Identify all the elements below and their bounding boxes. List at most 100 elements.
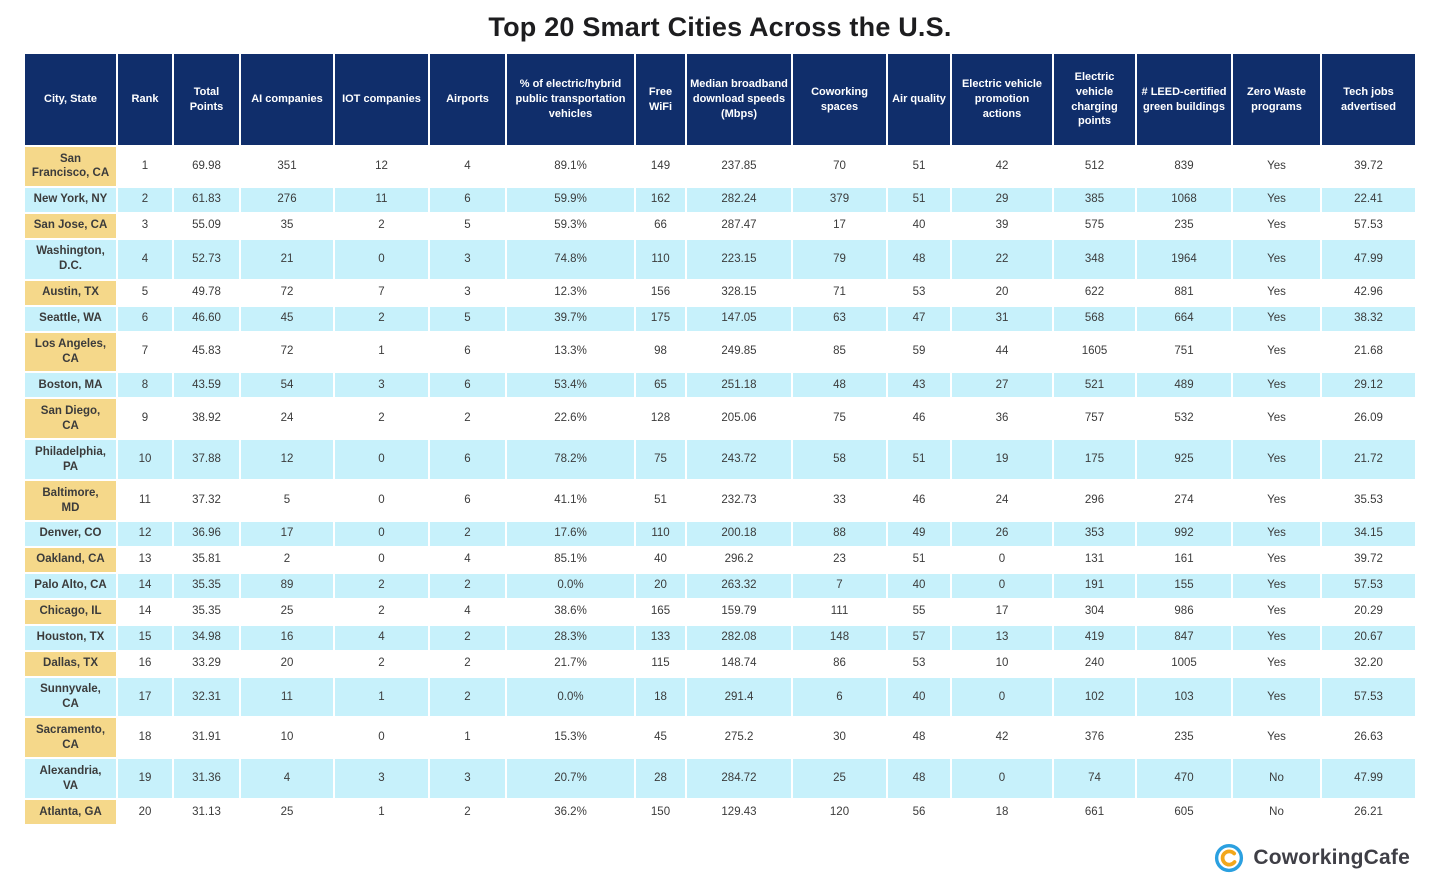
cell-median-broadband: 291.4: [685, 675, 793, 719]
cell-air-quality: 40: [886, 571, 952, 600]
cell-leed-buildings: 235: [1135, 716, 1233, 760]
cell-airports: 2: [428, 649, 507, 678]
cell-leed-buildings: 847: [1135, 623, 1233, 652]
cell-ai-companies: 25: [239, 597, 335, 626]
cell-ev-promotion-actions: 19: [950, 438, 1054, 482]
table-row: New York, NY 2 61.83 276 11 6 59.9% 162 282.24 37…: [23, 185, 1417, 214]
cell-zero-waste: Yes: [1231, 623, 1322, 652]
cell-rank: 10: [116, 438, 174, 482]
cell-tech-jobs: 32.20: [1320, 649, 1417, 678]
cell-air-quality: 53: [886, 278, 952, 307]
cell-free-wifi: 150: [634, 798, 687, 827]
cell-free-wifi: 98: [634, 330, 687, 374]
cell-ai-companies: 5: [239, 479, 335, 522]
cell-ev-charging-points: 568: [1052, 304, 1137, 333]
col-header-ev-promotion-actions: Electric vehicle promotion actions: [950, 52, 1054, 147]
table-row: Houston, TX 15 34.98 16 4 2 28.3% 133 282.08 148 5…: [23, 623, 1417, 652]
cell-iot-companies: 3: [333, 757, 430, 801]
cell-ai-companies: 45: [239, 304, 335, 333]
cell-rank: 1: [116, 145, 174, 188]
cell-iot-companies: 0: [333, 479, 430, 522]
cell-rank: 19: [116, 757, 174, 801]
table-row: Dallas, TX 16 33.29 20 2 2 21.7% 115 148.74 86 53 1…: [23, 649, 1417, 678]
cell-coworking-spaces: 33: [791, 479, 888, 522]
cell-tech-jobs: 47.99: [1320, 757, 1417, 801]
cell-coworking-spaces: 48: [791, 371, 888, 400]
cell-free-wifi: 20: [634, 571, 687, 600]
cell-tech-jobs: 57.53: [1320, 675, 1417, 719]
cell-coworking-spaces: 120: [791, 798, 888, 827]
cell-ai-companies: 16: [239, 623, 335, 652]
table-row: Denver, CO 12 36.96 17 0 2 17.6% 110 200.18 88 49 2…: [23, 519, 1417, 548]
smart-cities-table: City, State Rank Total Points AI companies I…: [23, 52, 1417, 827]
cell-zero-waste: Yes: [1231, 330, 1322, 374]
cell-coworking-spaces: 379: [791, 185, 888, 214]
cell-tech-jobs: 20.67: [1320, 623, 1417, 652]
cell-electric-hybrid-pct: 20.7%: [505, 757, 636, 801]
cell-electric-hybrid-pct: 39.7%: [505, 304, 636, 333]
cell-median-broadband: 237.85: [685, 145, 793, 188]
brand-name: CoworkingCafe: [1253, 846, 1410, 869]
cell-ev-charging-points: 175: [1052, 438, 1137, 482]
city-cell: Washington, D.C.: [23, 237, 118, 281]
cell-airports: 4: [428, 145, 507, 188]
cell-ev-promotion-actions: 39: [950, 211, 1054, 240]
cell-median-broadband: 284.72: [685, 757, 793, 801]
table-row: Baltimore, MD 11 37.32 5 0 6 41.1% 51 232.73 33 46…: [23, 479, 1417, 522]
cell-total-points: 55.09: [172, 211, 241, 240]
infographic-page: Top 20 Smart Cities Across the U.S. City…: [0, 12, 1440, 886]
cell-airports: 2: [428, 798, 507, 827]
cell-median-broadband: 287.47: [685, 211, 793, 240]
cell-ev-charging-points: 385: [1052, 185, 1137, 214]
cell-median-broadband: 129.43: [685, 798, 793, 827]
cell-median-broadband: 282.08: [685, 623, 793, 652]
cell-total-points: 37.32: [172, 479, 241, 522]
cell-zero-waste: Yes: [1231, 545, 1322, 574]
table-row: Philadelphia, PA 10 37.88 12 0 6 78.2% 75 243.72…: [23, 438, 1417, 482]
cell-ai-companies: 4: [239, 757, 335, 801]
cell-median-broadband: 147.05: [685, 304, 793, 333]
cell-ev-charging-points: 661: [1052, 798, 1137, 827]
city-cell: Chicago, IL: [23, 597, 118, 626]
table-row: Chicago, IL 14 35.35 25 2 4 38.6% 165 159.79 111 5…: [23, 597, 1417, 626]
cell-zero-waste: Yes: [1231, 675, 1322, 719]
cell-electric-hybrid-pct: 85.1%: [505, 545, 636, 574]
cell-rank: 4: [116, 237, 174, 281]
cell-rank: 8: [116, 371, 174, 400]
cell-air-quality: 53: [886, 649, 952, 678]
city-cell: Alexandria, VA: [23, 757, 118, 801]
cell-tech-jobs: 22.41: [1320, 185, 1417, 214]
city-cell: New York, NY: [23, 185, 118, 214]
cell-rank: 14: [116, 597, 174, 626]
table-row: Oakland, CA 13 35.81 2 0 4 85.1% 40 296.2 23 51 0 13…: [23, 545, 1417, 574]
cell-air-quality: 49: [886, 519, 952, 548]
cell-air-quality: 47: [886, 304, 952, 333]
cell-electric-hybrid-pct: 53.4%: [505, 371, 636, 400]
cell-free-wifi: 28: [634, 757, 687, 801]
table-row: San Jose, CA 3 55.09 35 2 5 59.3% 66 287.47 17 40 3…: [23, 211, 1417, 240]
cell-ev-charging-points: 575: [1052, 211, 1137, 240]
cell-ev-promotion-actions: 17: [950, 597, 1054, 626]
cell-rank: 18: [116, 716, 174, 760]
col-header-electric-hybrid-pct: % of electric/hybrid public transportati…: [505, 52, 636, 147]
cell-rank: 9: [116, 397, 174, 441]
cell-electric-hybrid-pct: 13.3%: [505, 330, 636, 374]
cell-iot-companies: 1: [333, 330, 430, 374]
cell-median-broadband: 251.18: [685, 371, 793, 400]
cell-median-broadband: 232.73: [685, 479, 793, 522]
cell-electric-hybrid-pct: 28.3%: [505, 623, 636, 652]
cell-ev-promotion-actions: 20: [950, 278, 1054, 307]
cell-electric-hybrid-pct: 21.7%: [505, 649, 636, 678]
brand-footer[interactable]: CoworkingCafe: [1214, 843, 1410, 873]
cell-median-broadband: 263.32: [685, 571, 793, 600]
city-cell: Houston, TX: [23, 623, 118, 652]
cell-total-points: 46.60: [172, 304, 241, 333]
cell-total-points: 61.83: [172, 185, 241, 214]
cell-rank: 16: [116, 649, 174, 678]
cell-iot-companies: 0: [333, 716, 430, 760]
cell-airports: 6: [428, 330, 507, 374]
cell-zero-waste: Yes: [1231, 304, 1322, 333]
cell-median-broadband: 243.72: [685, 438, 793, 482]
cell-airports: 6: [428, 438, 507, 482]
cell-free-wifi: 175: [634, 304, 687, 333]
